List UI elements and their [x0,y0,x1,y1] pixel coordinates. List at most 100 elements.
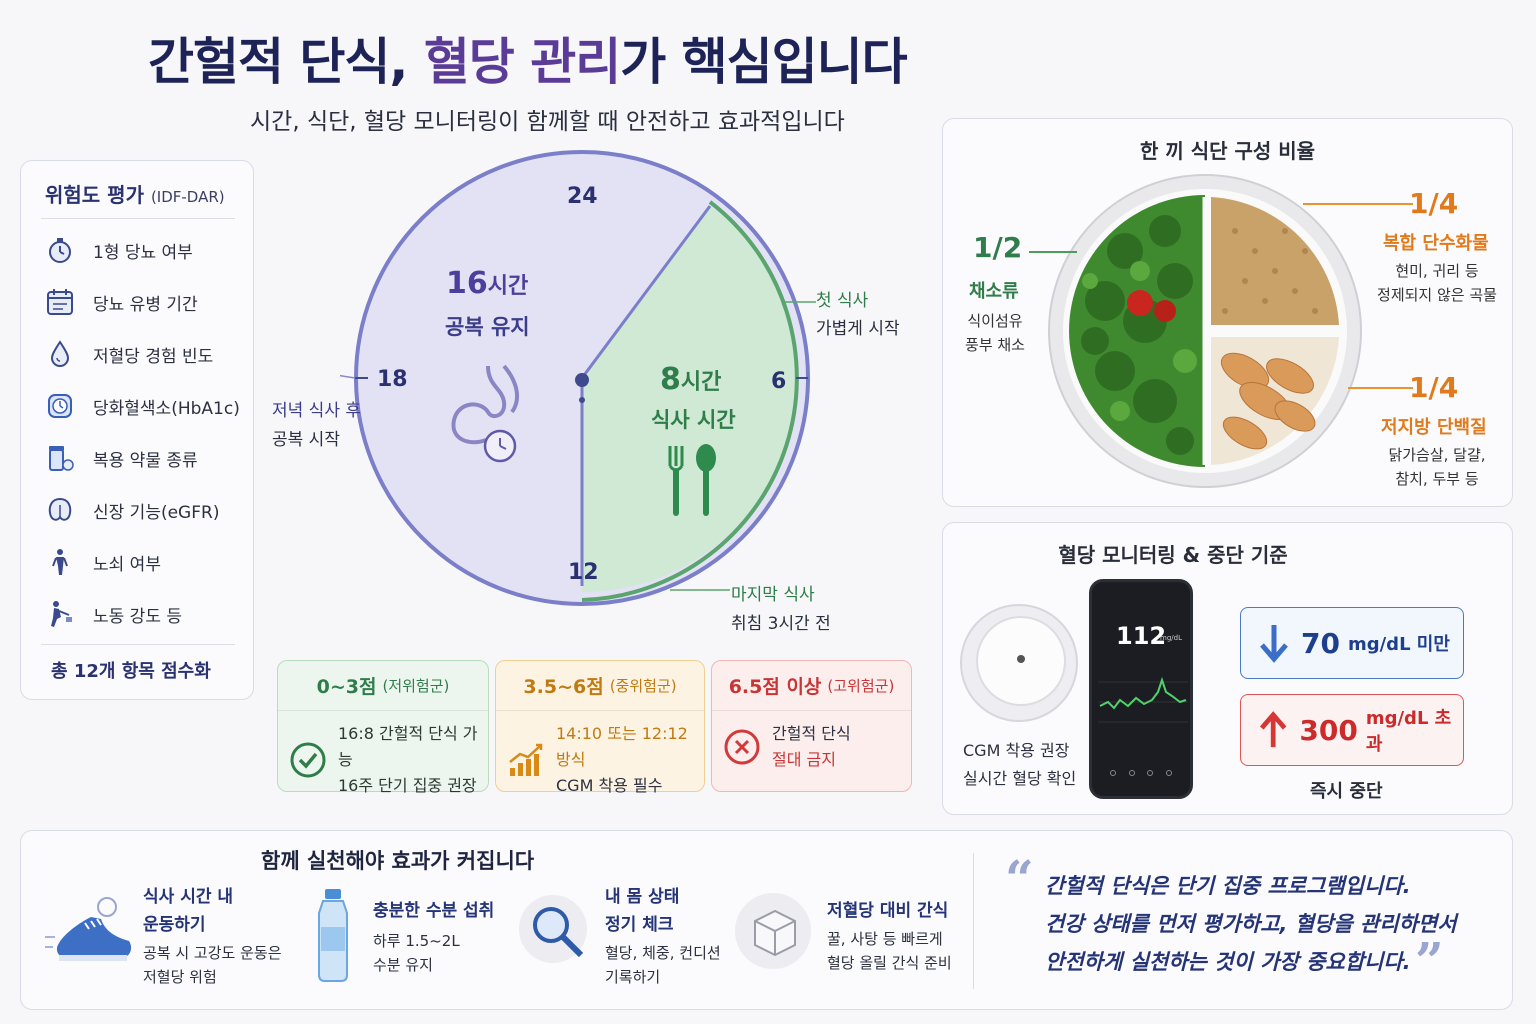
first-meal-desc: 가볍게 시작 [816,319,900,339]
fasting-hours: 16 [446,266,488,301]
high-unit: mg/dL 초과 [1365,708,1452,755]
calendar-icon [45,287,75,317]
risk-item: 저혈당 경험 빈도 [45,337,213,371]
group-line2: 16주 단기 집중 권장 [338,776,477,795]
pill-bottle-icon [45,443,75,473]
tip-title-line2: 운동하기 [143,915,206,935]
carb-desc2: 정제되지 않은 곡물 [1377,286,1497,304]
group-header: 6.5점 이상 (고위험군) [712,661,911,711]
quote-line1: 간헐적 단식은 단기 집중 프로그램입니다. [1045,874,1411,898]
carb-label: 복합 단수화물 [1383,233,1489,254]
divider [973,853,974,989]
risk-item: 신장 기능(eGFR) [45,493,219,527]
group-line1: 16:8 간헐적 단식 가능 [338,724,478,769]
risk-group-mid: 3.5~6점 (중위험군) 14:10 또는 12:12 방식 CGM 착용 필수 [495,660,705,795]
tip-desc-line1: 꿀, 사탕 등 빠르게 [827,930,943,948]
risk-item: 1형 당뇨 여부 [45,233,193,267]
protein-label: 저지방 단백질 [1381,417,1487,438]
group-header: 0~3점 (저위험군) [278,661,488,711]
divider [41,644,235,645]
group-line1: 14:10 또는 12:12 방식 [556,724,688,769]
tip-desc-line1: 혈당, 체중, 컨디션 [605,944,721,962]
group-tag: (고위험군) [827,677,895,695]
after-dinner-label: 저녁 식사 후 [272,401,362,421]
x-circle-icon [724,729,760,765]
phone-glucose-value: 112 [1116,622,1167,650]
title-part1: 간헐적 단식, [148,33,424,91]
tip-desc: 하루 1.5~2L 수분 유지 [373,929,460,977]
drop-icon [45,339,75,369]
clock-hour-6: 6 [771,369,787,394]
veg-fraction: 1/2 [973,231,1023,264]
nav-dot [1110,770,1116,776]
cgm-line1: CGM 착용 권장 [963,741,1070,760]
tip-title-line2: 정기 체크 [605,915,674,935]
water-bottle-icon [318,889,348,982]
risk-item: 노쇠 여부 [45,545,161,579]
stomach-icon [451,364,520,463]
tip-desc: 꿀, 사탕 등 빠르게 혈당 올릴 간식 준비 [827,927,952,975]
tips-title: 함께 실천해야 효과가 커집니다 [261,849,535,873]
low-unit: mg/dL 미만 [1347,634,1450,655]
risk-item-label: 저혈당 경험 빈도 [93,346,214,367]
arrow-down-icon [1260,625,1288,663]
stop-label: 즉시 중단 [1310,781,1383,802]
nav-dot [1165,770,1172,776]
cgm-line2: 실시간 혈당 확인 [963,769,1077,788]
veg-desc2: 풍부 채소 [965,336,1025,354]
tip-desc-line2: 수분 유지 [373,956,433,974]
clock-hour-12: 12 [568,560,599,585]
after-dinner-desc: 공복 시작 [272,430,340,450]
leader-line [1348,387,1413,389]
eating-label: 식사 시간 [651,408,736,432]
fasting-label: 공복 유지 [445,315,530,339]
phone-glucose-unit: mg/dL [1160,634,1182,642]
veg-desc: 식이섬유 풍부 채소 [957,309,1033,357]
quote-line2: 건강 상태를 먼저 평가하고, 혈당을 관리하면서 [1045,912,1457,936]
group-score: 0~3점 [316,676,377,698]
leader-line [1029,251,1077,253]
tip-title-line1: 식사 시간 내 [143,887,234,907]
risk-item-label: 당화혈색소(HbA1c) [93,398,240,419]
meal-composition-card: 한 끼 식단 구성 비율 [942,118,1513,507]
nav-dot [1128,770,1135,776]
protein-fraction: 1/4 [1409,371,1459,404]
carb-fraction: 1/4 [1409,187,1459,220]
tip-desc-line1: 공복 시 고강도 운동은 [143,944,282,962]
glucose-monitoring-card: 혈당 모니터링 & 중단 기준 CGM 착용 권장 실시간 혈당 확인 112 m… [942,522,1513,815]
fasting-unit: 시간 [487,274,529,299]
tip-desc: 혈당, 체중, 컨디션 기록하기 [605,941,721,989]
clock-center [575,373,589,387]
plate-image [1048,174,1362,488]
title-highlight: 혈당 관리 [423,33,621,91]
phone-nav [1110,770,1172,776]
tip-title-line1: 내 몸 상태 [605,887,680,907]
kidney-icon [45,495,75,525]
leader-line [1303,203,1413,205]
meal-title: 한 끼 식단 구성 비율 [1139,139,1316,163]
risk-item-label: 신장 기능(eGFR) [93,502,220,523]
risk-item-label: 복용 약물 종류 [93,450,198,471]
tip-title: 저혈당 대비 간식 [827,897,948,925]
group-score: 3.5~6점 [523,676,604,698]
tip-desc-line2: 저혈당 위험 [143,968,217,986]
eating-hours: 8 [660,362,681,397]
eating-segment [582,206,797,593]
group-line1: 간헐적 단식 [772,724,851,743]
page-subtitle: 시간, 식단, 혈당 모니터링이 함께할 때 안전하고 효과적입니다 [250,109,845,135]
risk-item-label: 노동 강도 등 [93,606,183,627]
veg-label: 채소류 [969,281,1019,302]
sneaker-icon [45,897,132,961]
tip-title-line1: 충분한 수분 섭취 [373,901,495,921]
risk-item-label: 당뇨 유병 기간 [93,294,198,315]
check-circle-icon [290,742,326,778]
carb-desc1: 현미, 귀리 등 [1395,262,1479,280]
open-quote-icon: “ [1005,849,1034,908]
clock-hour-24: 24 [567,184,598,209]
